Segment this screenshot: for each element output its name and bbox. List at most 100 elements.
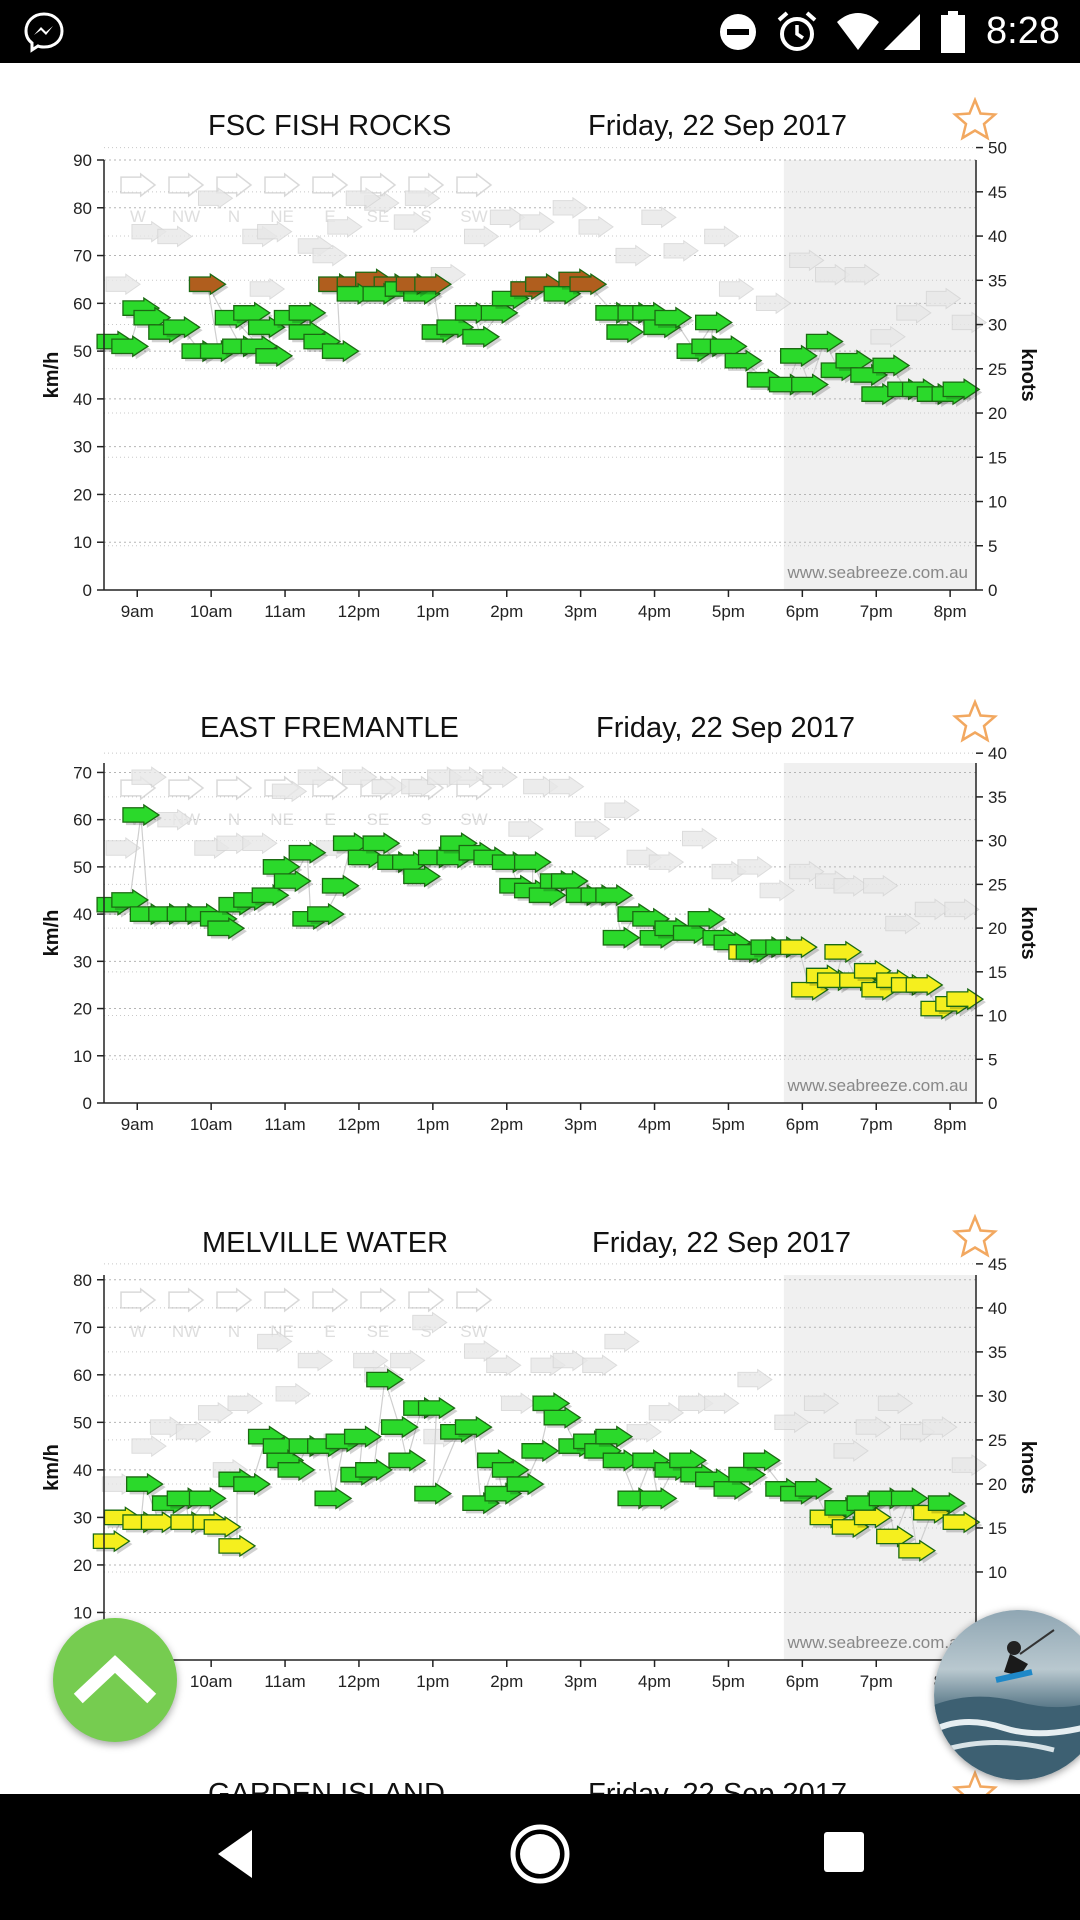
gust-ghost-arrow bbox=[552, 1349, 589, 1372]
svg-text:S: S bbox=[420, 207, 431, 226]
svg-text:SE: SE bbox=[367, 810, 390, 829]
direction-legend-ne: NE bbox=[264, 172, 301, 226]
y2-tick-label: 5 bbox=[988, 1050, 997, 1069]
gust-ghost-arrow bbox=[249, 278, 286, 300]
wind-arrow bbox=[905, 973, 944, 997]
direction-legend-nw: NW bbox=[168, 1287, 205, 1341]
wind-arrow bbox=[602, 1449, 641, 1472]
direction-legend-w: W bbox=[120, 172, 157, 226]
gust-ghost-arrow bbox=[578, 215, 614, 238]
favorite-star-icon[interactable] bbox=[952, 1770, 998, 1794]
y2-tick-label: 30 bbox=[988, 832, 1007, 851]
y2-tick-label: 40 bbox=[988, 1299, 1007, 1318]
x-tick-label: 6pm bbox=[786, 1115, 819, 1134]
favorite-star-icon[interactable] bbox=[952, 699, 998, 743]
wind-arrow bbox=[595, 1425, 634, 1448]
direction-legend-n: N bbox=[216, 775, 253, 829]
y-tick-label: 20 bbox=[73, 1556, 92, 1575]
gust-ghost-arrow bbox=[449, 766, 485, 789]
wind-arrow bbox=[669, 1449, 707, 1472]
gust-ghost-arrow bbox=[345, 187, 382, 210]
chart-date: Friday, 22 Sep 2017 bbox=[596, 712, 856, 744]
y-axis-label: km/h bbox=[41, 1444, 63, 1491]
y2-tick-label: 25 bbox=[988, 875, 1007, 894]
y2-tick-label: 20 bbox=[988, 404, 1007, 423]
x-tick-label: 11am bbox=[264, 1115, 305, 1134]
wind-arrow bbox=[543, 1406, 582, 1429]
y2-tick-label: 15 bbox=[988, 1519, 1007, 1538]
gust-ghost-arrow bbox=[197, 1401, 234, 1424]
svg-text:S: S bbox=[420, 1322, 431, 1341]
wind-arrow bbox=[532, 1392, 571, 1415]
x-tick-label: 4pm bbox=[638, 1115, 671, 1134]
y-tick-label: 0 bbox=[83, 581, 92, 600]
wind-arrow bbox=[343, 1425, 382, 1448]
gust-ghost-arrow bbox=[242, 832, 278, 855]
direction-legend-sw: SW bbox=[456, 1287, 493, 1341]
wind-arrow bbox=[133, 306, 172, 329]
x-tick-label: 6pm bbox=[786, 602, 819, 621]
gust-ghost-arrow bbox=[257, 220, 293, 243]
x-tick-label: 9am bbox=[121, 602, 154, 621]
x-tick-label: 10am bbox=[190, 602, 233, 621]
wind-chart-plot: W NW N NE E SE S SW 0 10 20 30 40 50 60 70 80 90 0 5 10 15 20 2… bbox=[41, 139, 1039, 621]
wind-arrow bbox=[414, 273, 453, 296]
gust-ghost-arrow bbox=[951, 311, 988, 334]
favorite-star-icon[interactable] bbox=[952, 1214, 998, 1258]
y2-tick-label: 30 bbox=[988, 1387, 1007, 1406]
back-icon[interactable] bbox=[210, 1824, 260, 1884]
y2-axis-label: knots bbox=[1017, 348, 1039, 401]
y-tick-label: 80 bbox=[73, 199, 92, 218]
chevron-up-icon bbox=[73, 1655, 157, 1704]
gust-ghost-arrow bbox=[815, 263, 851, 286]
gust-ghost-arrow bbox=[604, 799, 640, 822]
gust-ghost-arrow bbox=[844, 263, 880, 286]
y-tick-label: 50 bbox=[73, 342, 92, 361]
wind-arrow bbox=[942, 378, 981, 401]
wind-arrow bbox=[321, 339, 360, 363]
x-tick-label: 9am bbox=[121, 1115, 154, 1134]
gust-ghost-arrow bbox=[604, 1330, 640, 1353]
alarm-icon bbox=[777, 11, 817, 51]
y-tick-label: 50 bbox=[73, 1413, 92, 1432]
y-tick-label: 60 bbox=[73, 1366, 92, 1385]
gust-ghost-arrow bbox=[312, 244, 348, 267]
chart-date: Friday, 22 Sep 2017 bbox=[592, 1227, 852, 1259]
y-axis-label: km/h bbox=[41, 910, 63, 957]
wind-arrow bbox=[125, 1472, 164, 1496]
wind-arrow bbox=[188, 1487, 227, 1510]
recents-icon[interactable] bbox=[822, 1830, 866, 1874]
gust-ghost-arrow bbox=[297, 1349, 334, 1372]
gust-ghost-arrow bbox=[519, 211, 555, 234]
gust-ghost-arrow bbox=[482, 766, 518, 789]
svg-text:SW: SW bbox=[460, 1322, 487, 1341]
y-axis-label: km/h bbox=[41, 352, 63, 399]
direction-legend-w: W bbox=[120, 1287, 157, 1341]
wind-arrow bbox=[92, 1529, 131, 1553]
status-bar: 8:28 bbox=[0, 0, 1080, 63]
wind-arrow bbox=[595, 884, 634, 907]
x-tick-label: 11am bbox=[264, 602, 305, 621]
direction-legend-sw: SW bbox=[456, 172, 493, 226]
gust-ghost-arrow bbox=[157, 808, 193, 831]
wind-arrow bbox=[321, 874, 360, 897]
svg-text:NW: NW bbox=[172, 207, 200, 226]
x-tick-label: 12pm bbox=[338, 602, 381, 621]
watermark: www.seabreeze.com.au bbox=[787, 563, 968, 582]
x-tick-label: 4pm bbox=[638, 602, 671, 621]
wind-arrow bbox=[111, 335, 150, 358]
scroll-to-top-button[interactable] bbox=[53, 1618, 177, 1742]
home-icon[interactable] bbox=[508, 1822, 572, 1886]
y-tick-label: 70 bbox=[73, 1318, 92, 1337]
wind-arrow bbox=[262, 855, 301, 879]
gust-ghost-arrow bbox=[774, 1411, 810, 1434]
svg-text:E: E bbox=[324, 207, 335, 226]
kitesurf-avatar-bubble[interactable] bbox=[934, 1610, 1080, 1780]
gust-ghost-arrow bbox=[870, 325, 906, 348]
wind-arrow bbox=[942, 1510, 981, 1534]
wind-arrow bbox=[779, 344, 818, 368]
gust-ghost-arrow bbox=[393, 211, 430, 234]
y2-tick-label: 15 bbox=[988, 448, 1007, 467]
favorite-star-icon[interactable] bbox=[952, 97, 998, 141]
svg-text:SE: SE bbox=[367, 207, 390, 226]
